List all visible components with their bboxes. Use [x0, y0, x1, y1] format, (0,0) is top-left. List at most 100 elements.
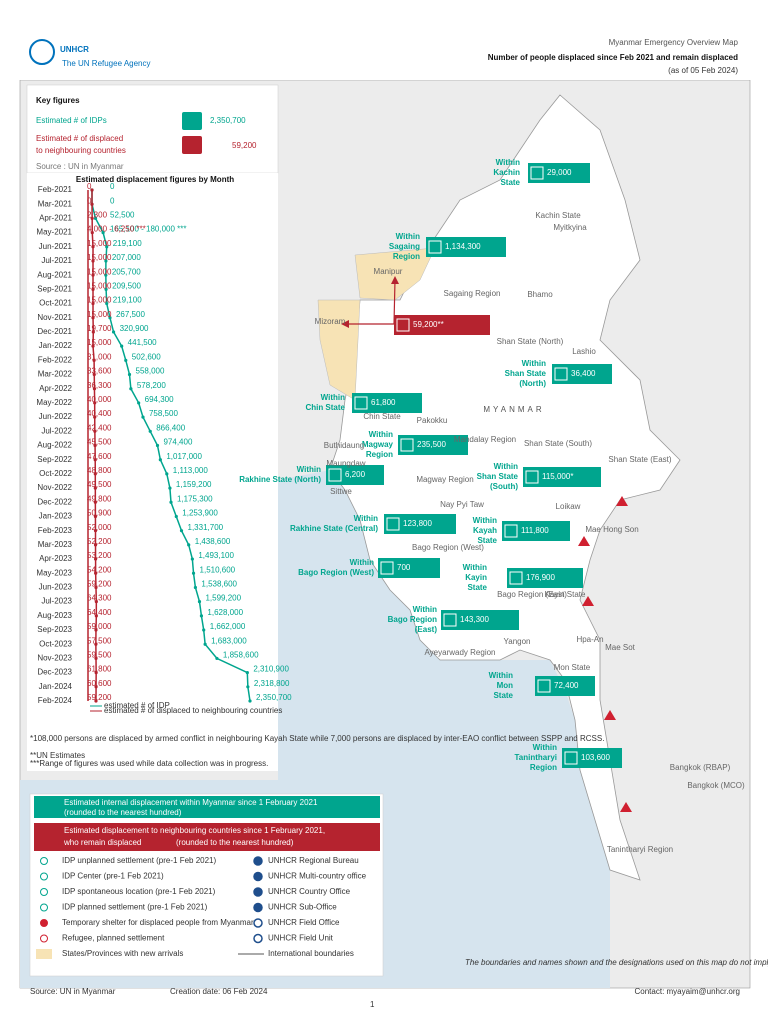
month-label: Sep-2022	[37, 455, 72, 464]
country-label: MYANMAR	[483, 405, 544, 414]
point	[91, 259, 95, 263]
value-label: 441,500	[128, 338, 157, 347]
legend-symbol	[40, 919, 48, 927]
footer-source: Source: UN in Myanmar	[30, 987, 116, 996]
month-label: Jun-2022	[39, 412, 73, 421]
callout-value: 59,200**	[413, 320, 444, 329]
month-label: Sep-2021	[37, 284, 72, 293]
place-label: Loikaw	[556, 502, 581, 511]
point	[111, 330, 116, 334]
idp-icon	[182, 112, 202, 130]
callout-label: State	[493, 691, 513, 700]
place-label: Maungdaw	[326, 459, 365, 468]
callout-label: Mon	[497, 681, 514, 690]
value-label: 15,000	[87, 267, 112, 276]
point	[93, 486, 97, 490]
point	[168, 486, 172, 490]
place-label: Tanintharyi Region	[607, 845, 673, 854]
point	[90, 230, 94, 235]
callout-label: Sagaing	[389, 242, 420, 251]
callout-label: Region	[530, 763, 557, 772]
place-label: Sittwe	[330, 487, 352, 496]
place-label: Bago Region (East)	[497, 590, 567, 599]
month-label: Jul-2021	[41, 256, 72, 265]
place-label: Mae Sot	[605, 643, 636, 652]
value-label: 47,600	[87, 452, 112, 461]
legend-label: estimated # of displaced to neighbouring…	[104, 706, 282, 715]
value-label: 219,100	[113, 239, 142, 248]
shelter-icon	[582, 596, 594, 606]
legend-item: IDP Center (pre-1 Feb 2021)	[62, 872, 164, 881]
value-label: 49,800	[87, 494, 112, 503]
point	[91, 287, 95, 291]
footnote: ***Range of figures was used while data …	[30, 759, 268, 768]
value-label: 40,000	[87, 395, 112, 404]
month-label: May-2022	[36, 398, 72, 407]
callout-label: Rakhine State (North)	[239, 475, 321, 484]
place-label: Bangkok (MCO)	[687, 781, 745, 790]
callout-label: Magway	[362, 440, 394, 449]
point	[91, 344, 95, 348]
callout-value: 61,800	[371, 398, 396, 407]
footer-contact: Contact: myayaim@unhcr.org	[635, 987, 741, 996]
value-label: 502,600	[132, 352, 161, 361]
point	[105, 301, 109, 306]
point	[91, 316, 95, 320]
footer-created: Creation date: 06 Feb 2024	[170, 987, 268, 996]
point	[90, 188, 94, 192]
callout-value: 143,300	[460, 615, 489, 624]
value-label: 64,400	[87, 608, 112, 617]
shelter-icon	[604, 710, 616, 720]
callout-icon	[537, 679, 551, 693]
value-label: 15,000	[87, 310, 112, 319]
point	[94, 642, 98, 646]
legend-item: International boundaries	[268, 949, 354, 958]
place-label: Ayeyarwady Region	[424, 648, 495, 657]
callout-value: 6,200	[345, 470, 366, 479]
point	[92, 358, 96, 362]
value-label: 61,800	[87, 665, 112, 674]
callout-label: Region	[393, 252, 420, 261]
point	[187, 543, 191, 547]
mizoram-area	[317, 299, 361, 401]
month-label: Oct-2023	[39, 639, 72, 648]
month-label: May-2023	[36, 568, 72, 577]
value-label: 52,500	[110, 210, 135, 219]
point	[108, 316, 112, 320]
month-label: Jun-2021	[39, 242, 73, 251]
month-label: Feb-2024	[38, 696, 73, 705]
value-label: 1,628,000	[207, 608, 243, 617]
place-label: Magway Region	[416, 475, 473, 484]
point	[148, 429, 152, 433]
point	[93, 557, 98, 561]
place-label: Lashio	[572, 347, 596, 356]
callout-label: State	[500, 178, 520, 187]
value-label: 52,000	[87, 523, 112, 532]
point	[248, 699, 252, 703]
value-label: 31,000	[87, 352, 112, 361]
legend-symbol	[253, 918, 263, 928]
ref-label: to neighbouring countries	[36, 146, 126, 155]
point	[127, 372, 132, 377]
ref-value: 59,200	[232, 141, 257, 150]
month-label: Mar-2022	[38, 370, 73, 379]
callout-label: (East)	[415, 625, 438, 634]
callout-label: Within	[533, 743, 557, 752]
legend-symbol	[40, 857, 48, 865]
value-label: 36,300	[87, 381, 112, 390]
month-label: Feb-2022	[38, 355, 73, 364]
place-label: Hpa-An	[576, 635, 603, 644]
value-label: 1,159,200	[176, 480, 212, 489]
month-label: Aug-2021	[37, 270, 72, 279]
point	[193, 585, 198, 590]
callout-value: 103,600	[581, 753, 610, 762]
value-label: 0	[87, 196, 92, 205]
callout-icon	[564, 751, 578, 765]
value-label: 165,100 - 180,000 ***	[110, 225, 187, 234]
callout-icon	[530, 166, 544, 180]
month-label: Aug-2022	[37, 441, 72, 450]
callout-label: Within	[463, 563, 487, 572]
value-label: 219,100	[113, 296, 142, 305]
value-label: 49,500	[87, 480, 112, 489]
value-label: 50,900	[87, 509, 112, 518]
